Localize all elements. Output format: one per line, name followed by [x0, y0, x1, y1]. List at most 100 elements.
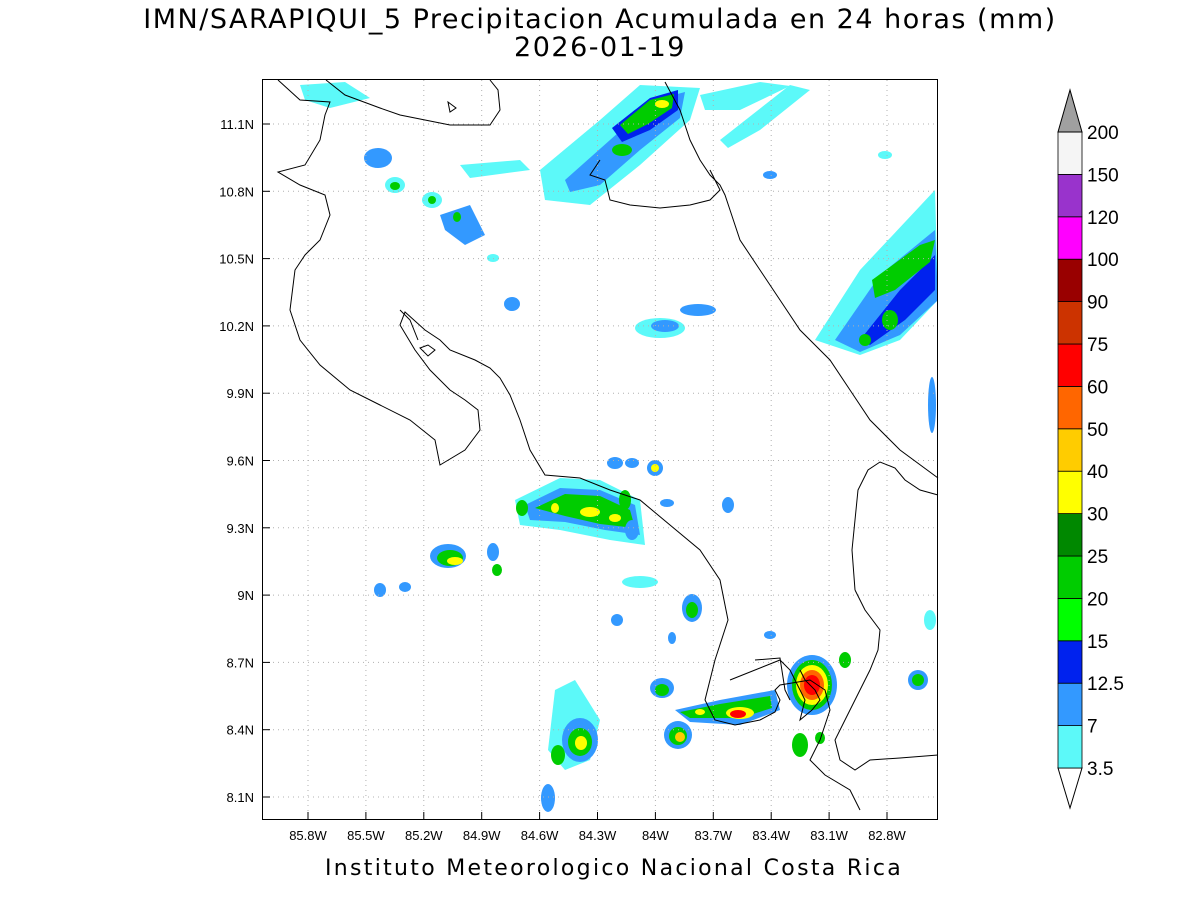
- colorbar-level-label: 100: [1087, 250, 1119, 271]
- lat-tick-label: 11.1N: [220, 117, 254, 132]
- precip-cell: [722, 497, 734, 513]
- colorbar-swatch: [1057, 301, 1083, 345]
- colorbar-max-arrow: [1057, 88, 1083, 133]
- map-title: IMN/SARAPIQUI_5 Precipitacion Acumulada …: [143, 4, 1057, 35]
- precip-band: [720, 85, 810, 148]
- colorbar-swatch: [1057, 470, 1083, 515]
- precip-cell: [611, 614, 623, 626]
- colorbar-swatch: [1057, 555, 1083, 599]
- precip-cell: [686, 602, 698, 618]
- colorbar-level-label: 120: [1087, 208, 1119, 229]
- lat-tick-label: 10.5N: [219, 252, 254, 267]
- precip-core: [447, 557, 463, 565]
- lat-tick-label: 9.6N: [227, 454, 254, 469]
- colorbar-level-label: 20: [1087, 589, 1108, 610]
- lon-tick-label: 82.8W: [868, 828, 906, 843]
- precipitation-field: [300, 82, 938, 812]
- precip-cell: [625, 520, 639, 540]
- precip-band: [440, 205, 485, 245]
- precip-cell: [680, 304, 716, 316]
- precip-core: [695, 709, 705, 715]
- map-frame: [262, 79, 938, 820]
- precip-cell: [619, 490, 631, 510]
- lat-tick-label: 9N: [237, 588, 254, 603]
- precip-cell: [655, 684, 669, 696]
- precip-cell: [763, 171, 777, 179]
- lon-tick-label: 84.3W: [579, 828, 617, 843]
- precip-cell: [374, 583, 386, 597]
- precip-cell: [839, 652, 851, 668]
- colorbar-level-label: 15: [1087, 632, 1108, 653]
- precip-cell: [399, 582, 411, 592]
- precip-cell: [815, 732, 825, 744]
- precip-cell: [551, 745, 565, 765]
- lon-tick-label: 84.9W: [463, 828, 501, 843]
- colorbar-level-label: 200: [1087, 123, 1119, 144]
- precip-band: [700, 82, 790, 110]
- precip-core: [551, 503, 559, 513]
- lon-tick-label: 84.6W: [521, 828, 559, 843]
- precip-core: [730, 710, 746, 718]
- coastline: [276, 79, 939, 811]
- precip-band: [860, 255, 935, 345]
- lat-tick-label: 10.8N: [219, 184, 254, 199]
- colorbar-level-label: 60: [1087, 377, 1108, 398]
- colorbar-level-label: 150: [1087, 165, 1119, 186]
- map-date: 2026-01-19: [514, 32, 686, 63]
- lat-tick-label: 8.4N: [227, 723, 254, 738]
- colorbar-min-arrow: [1057, 767, 1083, 810]
- precip-cell: [428, 196, 436, 204]
- colorbar-swatch: [1057, 173, 1083, 218]
- latitude-axis: 11.1N 10.8N 10.5N 10.2N 9.9N 9.6N 9.3N 9N 8.7N 8.…: [219, 117, 270, 805]
- graticule-grid: [263, 80, 937, 819]
- precip-band: [872, 240, 935, 298]
- precip-cell: [912, 674, 924, 686]
- colorbar-swatch: [1057, 343, 1083, 387]
- lat-tick-label: 9.9N: [227, 386, 254, 401]
- precip-core: [575, 736, 587, 750]
- lat-tick-label: 8.7N: [227, 655, 254, 670]
- precip-cell: [390, 182, 400, 190]
- colorbar-level-label: 75: [1087, 335, 1108, 356]
- precip-cell: [924, 610, 936, 630]
- precip-core: [580, 507, 600, 517]
- lon-tick-label: 83.4W: [752, 828, 790, 843]
- precip-cell: [492, 564, 502, 576]
- colorbar-swatch: [1057, 258, 1083, 303]
- precip-core: [609, 514, 621, 522]
- colorbar-level-label: 30: [1087, 505, 1108, 526]
- precip-band: [460, 160, 530, 178]
- precip-cell: [487, 254, 499, 262]
- lat-tick-label: 8.1N: [227, 790, 254, 805]
- precip-core: [675, 732, 685, 742]
- precip-cell: [882, 310, 898, 330]
- precip-cell: [625, 458, 639, 468]
- colorbar-swatch: [1057, 131, 1083, 175]
- lon-tick-label: 83.1W: [810, 828, 848, 843]
- precip-cell: [651, 320, 679, 332]
- precip-cell: [364, 148, 392, 168]
- lon-tick-label: 84W: [642, 828, 669, 843]
- precip-cell: [453, 212, 461, 222]
- lat-tick-label: 10.2N: [219, 319, 254, 334]
- precip-cell: [928, 377, 936, 433]
- colorbar-swatch: [1057, 385, 1083, 430]
- precip-cell: [651, 464, 659, 472]
- colorbar-swatch: [1057, 598, 1083, 642]
- colorbar-swatch: [1057, 725, 1083, 769]
- precip-cell: [660, 499, 674, 507]
- colorbar-swatch: [1057, 640, 1083, 684]
- colorbar-swatch: [1057, 682, 1083, 727]
- precip-cell: [504, 297, 520, 311]
- colorbar-level-label: 50: [1087, 420, 1108, 441]
- precip-band: [300, 82, 370, 108]
- precip-cell: [764, 631, 776, 639]
- precip-cell: [487, 543, 499, 561]
- colorbar-swatch: [1057, 216, 1083, 260]
- precip-cell: [878, 151, 892, 159]
- precip-cell: [668, 632, 676, 644]
- precip-core: [655, 100, 669, 108]
- precip-cell: [859, 334, 871, 346]
- precip-cell: [612, 144, 632, 156]
